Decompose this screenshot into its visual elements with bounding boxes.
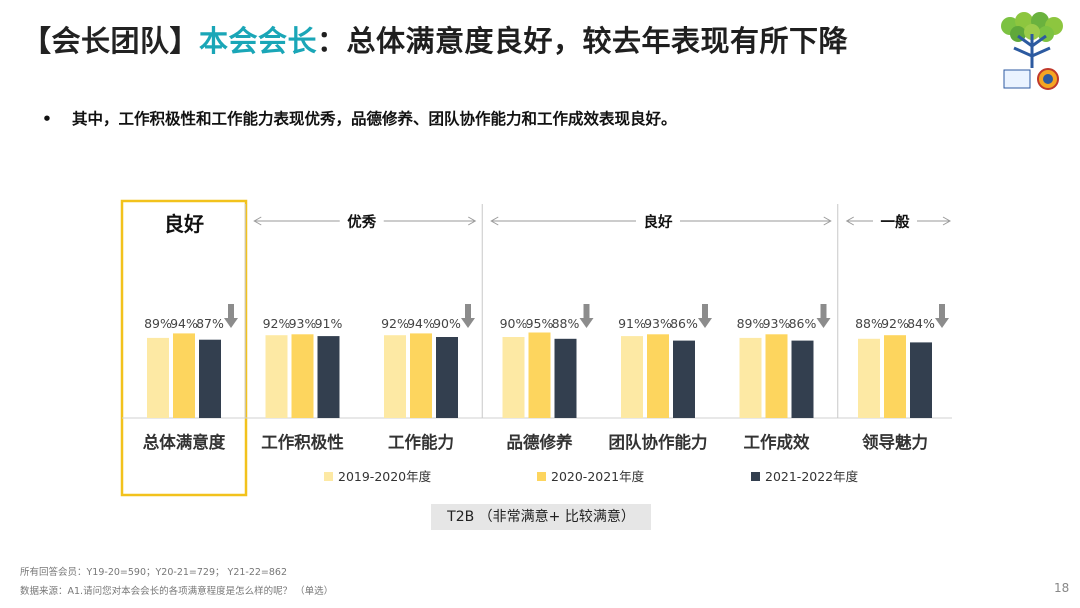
decline-arrow-icon (935, 304, 949, 328)
bar (147, 337, 169, 418)
bar (317, 336, 340, 418)
bar (173, 333, 195, 418)
data-label: 87% (196, 316, 224, 331)
data-label: 93% (289, 316, 317, 331)
group-label: 优秀 (347, 213, 376, 231)
decline-arrow-icon (698, 304, 712, 328)
data-label: 92% (381, 316, 409, 331)
bar (291, 334, 314, 418)
summary-bullet: • 其中，工作积极性和工作能力表现优秀，品德修养、团队协作能力和工作成效表现良好。 (42, 107, 677, 129)
legend-swatch (751, 472, 760, 481)
legend-swatch (537, 472, 546, 481)
data-label: 86% (670, 316, 698, 331)
decline-arrow-icon (224, 304, 238, 328)
tree-foliage-icon (1001, 12, 1063, 42)
decline-arrow-icon (579, 304, 594, 328)
highlight-box (120, 199, 248, 497)
decline-arrow-icon (461, 304, 475, 328)
data-label: 91% (618, 316, 646, 331)
bar (528, 332, 551, 418)
group-range-arrowhead-left (490, 216, 499, 226)
data-label: 93% (644, 316, 672, 331)
group-range-arrowhead-left (845, 216, 854, 226)
bar (410, 333, 432, 418)
bar (436, 337, 458, 418)
bar (765, 334, 788, 418)
title-accent: 本会会长 (199, 24, 318, 58)
data-label: 94% (407, 316, 435, 331)
data-label: 93% (763, 316, 791, 331)
legend-label: 2021-2022年度 (765, 469, 859, 484)
category-label: 工作能力 (388, 432, 454, 452)
data-label: 84% (907, 316, 935, 331)
organization-logo-icon (1001, 12, 1063, 90)
bar (910, 342, 932, 418)
legend-label: 2019-2020年度 (338, 469, 432, 484)
bar (502, 337, 525, 418)
group-range-arrowhead-right (942, 216, 952, 226)
bar (884, 335, 906, 418)
group-range-arrowhead-right (468, 216, 477, 226)
sample-footnote: 所有回答会员：Y19-20=590；Y20-21=729； Y21-22=862 (20, 567, 288, 578)
legend-label: 2020-2021年度 (551, 469, 645, 484)
group-label: 良好 (164, 212, 204, 236)
bar (265, 335, 288, 418)
data-label: 86% (789, 316, 817, 331)
satisfaction-bar-chart: 良好 优秀 良好 一般89%94%87%总体满意度92%93%91%工作积极性92%9… (120, 199, 952, 497)
category-label: 工作成效 (744, 432, 811, 452)
legend-swatch (324, 472, 333, 481)
category-label: 总体满意度 (143, 432, 226, 452)
bar (791, 340, 814, 418)
category-label: 品德修养 (507, 432, 574, 452)
bar (858, 338, 880, 418)
data-label: 95% (526, 316, 554, 331)
bar (199, 339, 221, 418)
bar (621, 336, 643, 418)
data-label: 90% (500, 316, 528, 331)
page-title: 【会长团队】本会会长：总体满意度良好，较去年表现有所下降 (22, 18, 848, 60)
title-prefix: 【会长团队】 (22, 24, 200, 58)
bullet-symbol: • (42, 110, 52, 128)
group-label: 良好 (644, 213, 673, 231)
bullet-text: 其中，工作积极性和工作能力表现优秀，品德修养、团队协作能力和工作成效表现良好。 (72, 110, 677, 128)
data-label: 88% (855, 316, 883, 331)
decline-arrow-icon (816, 304, 831, 328)
title-rest: ：总体满意度良好，较去年表现有所下降 (317, 24, 849, 58)
page-number: 18 (1054, 581, 1070, 595)
group-label: 一般 (881, 213, 910, 231)
category-label: 工作积极性 (261, 432, 344, 452)
data-label: 90% (433, 316, 461, 331)
source-footnote: 数据来源：A1.请问您对本会会长的各项满意程度是怎么样的呢？ （单选） (20, 586, 334, 597)
data-label: 92% (263, 316, 291, 331)
data-label: 94% (170, 316, 198, 331)
bar (647, 334, 669, 418)
category-label: 领导魅力 (862, 432, 928, 452)
t2b-label: T2B （非常满意+ 比较满意） (431, 504, 651, 530)
group-range-arrowhead-left (253, 216, 262, 226)
group-range-arrowhead-right (823, 216, 832, 226)
bar (739, 337, 762, 418)
bar (384, 335, 406, 418)
data-label: 89% (737, 316, 765, 331)
data-label: 89% (144, 316, 172, 331)
bar (554, 338, 577, 418)
category-label: 团队协作能力 (609, 432, 708, 452)
data-label: 88% (552, 316, 580, 331)
data-label: 92% (881, 316, 909, 331)
bar (673, 340, 695, 418)
data-label: 91% (315, 316, 343, 331)
